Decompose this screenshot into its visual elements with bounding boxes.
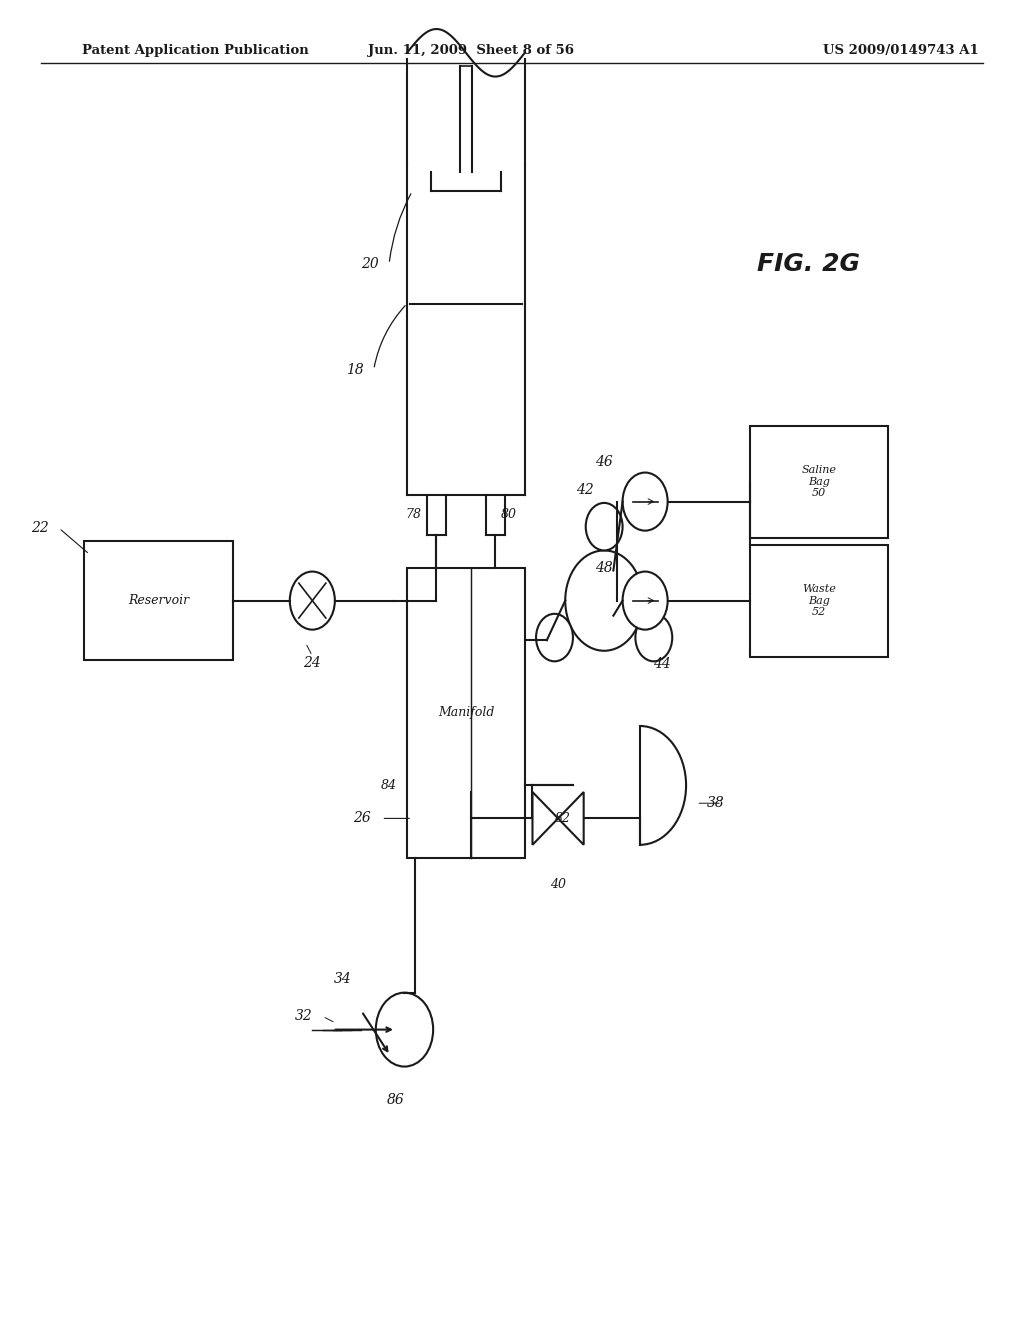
Text: 48: 48 <box>595 561 612 574</box>
Circle shape <box>565 550 643 651</box>
Text: FIG. 2G: FIG. 2G <box>758 252 860 276</box>
Text: 46: 46 <box>595 455 612 469</box>
Text: 26: 26 <box>353 812 372 825</box>
Text: Patent Application Publication: Patent Application Publication <box>82 44 308 57</box>
Text: Manifold: Manifold <box>437 706 495 719</box>
Circle shape <box>586 503 623 550</box>
Text: Saline
Bag
50: Saline Bag 50 <box>802 465 837 499</box>
Polygon shape <box>558 792 584 845</box>
Text: 44: 44 <box>653 657 671 671</box>
Circle shape <box>537 614 573 661</box>
Text: US 2009/0149743 A1: US 2009/0149743 A1 <box>823 44 979 57</box>
Text: Reservoir: Reservoir <box>128 594 189 607</box>
Text: 38: 38 <box>707 796 724 810</box>
Text: 40: 40 <box>550 878 566 891</box>
Bar <box>84 541 232 660</box>
Text: 86: 86 <box>387 1093 404 1107</box>
Text: 20: 20 <box>361 257 379 271</box>
Text: 22: 22 <box>31 521 49 535</box>
Text: 42: 42 <box>577 483 594 496</box>
Bar <box>408 568 525 858</box>
Circle shape <box>623 473 668 531</box>
Text: 82: 82 <box>555 812 571 825</box>
Circle shape <box>635 614 672 661</box>
Circle shape <box>376 993 433 1067</box>
Bar <box>750 544 889 656</box>
Circle shape <box>290 572 335 630</box>
Text: 32: 32 <box>295 1010 312 1023</box>
Circle shape <box>623 572 668 630</box>
Polygon shape <box>532 792 558 845</box>
Text: 80: 80 <box>501 508 516 521</box>
Text: 78: 78 <box>406 508 421 521</box>
Text: Jun. 11, 2009  Sheet 8 of 56: Jun. 11, 2009 Sheet 8 of 56 <box>368 44 574 57</box>
Text: 24: 24 <box>303 656 322 669</box>
Text: 84: 84 <box>381 779 397 792</box>
Bar <box>750 425 889 539</box>
Text: 34: 34 <box>334 973 351 986</box>
Text: Waste
Bag
52: Waste Bag 52 <box>802 583 837 618</box>
Text: 18: 18 <box>346 363 364 376</box>
